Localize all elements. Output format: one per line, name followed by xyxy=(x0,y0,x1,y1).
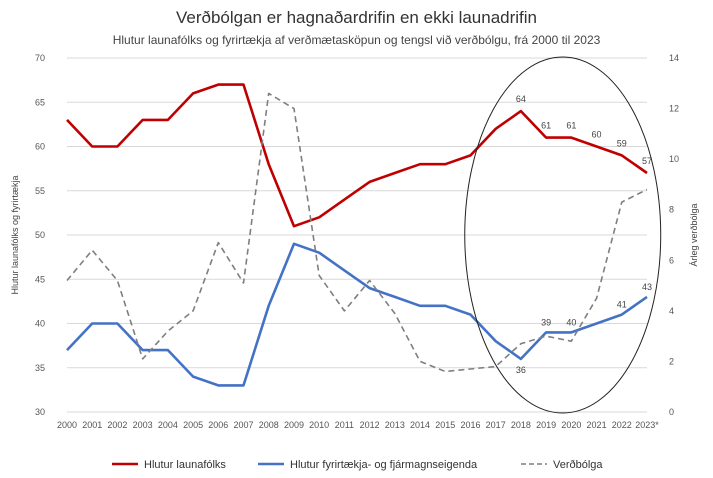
series-line-1 xyxy=(66,242,648,387)
x-tick-label: 2004 xyxy=(158,420,178,430)
x-tick-label: 2002 xyxy=(107,420,127,430)
y2-tick-label: 2 xyxy=(669,356,674,366)
series-line-0 xyxy=(66,83,648,228)
data-label: 61 xyxy=(566,121,576,131)
y-tick-label: 70 xyxy=(35,53,45,63)
y-axis-title: Hlutur launafólks og fyrirtækja xyxy=(10,175,20,294)
x-tick-label: 2015 xyxy=(435,420,455,430)
y-tick-label: 35 xyxy=(35,363,45,373)
x-tick-label: 2021 xyxy=(587,420,607,430)
y2-tick-label: 4 xyxy=(669,306,674,316)
x-tick-label: 2013 xyxy=(385,420,405,430)
legend-label-1: Hlutur fyrirtækja- og fjármagnseigenda xyxy=(290,459,478,471)
x-tick-label: 2003 xyxy=(133,420,153,430)
x-tick-label: 2010 xyxy=(309,420,329,430)
x-tick-label: 2009 xyxy=(284,420,304,430)
x-tick-label: 2018 xyxy=(511,420,531,430)
legend-label-2: Verðbólga xyxy=(553,459,603,471)
x-tick-label: 2019 xyxy=(536,420,556,430)
y2-tick-label: 8 xyxy=(669,205,674,215)
data-label: 60 xyxy=(592,130,602,140)
data-label: 43 xyxy=(642,282,652,292)
y-tick-label: 65 xyxy=(35,97,45,107)
y-tick-label: 40 xyxy=(35,319,45,329)
y2-tick-label: 6 xyxy=(669,255,674,265)
chart-title: Verðbólgan er hagnaðardrifin en ekki lau… xyxy=(175,8,538,27)
x-tick-label: 2023* xyxy=(635,420,659,430)
series-line-2 xyxy=(66,92,648,373)
x-tick-label: 2006 xyxy=(208,420,228,430)
x-tick-label: 2012 xyxy=(360,420,380,430)
highlight-ellipse xyxy=(464,56,662,414)
y-tick-label: 60 xyxy=(35,142,45,152)
chart-subtitle: Hlutur launafólks og fyrirtækja af verðm… xyxy=(112,33,601,47)
data-label: 61 xyxy=(541,121,551,131)
x-tick-label: 2001 xyxy=(82,420,102,430)
x-tick-label: 2020 xyxy=(561,420,581,430)
y-tick-label: 30 xyxy=(35,407,45,417)
legend-label-0: Hlutur launafólks xyxy=(144,459,226,471)
y2-axis-title: Árleg verðbólga xyxy=(689,203,699,266)
data-label: 39 xyxy=(541,317,551,327)
y-tick-label: 45 xyxy=(35,274,45,284)
y2-tick-label: 0 xyxy=(669,407,674,417)
data-label: 57 xyxy=(642,156,652,166)
data-label: 36 xyxy=(516,365,526,375)
data-label: 64 xyxy=(516,94,526,104)
x-tick-label: 2014 xyxy=(410,420,430,430)
y2-tick-label: 12 xyxy=(669,104,679,114)
x-tick-label: 2005 xyxy=(183,420,203,430)
x-tick-label: 2000 xyxy=(57,420,77,430)
x-tick-label: 2011 xyxy=(335,420,354,430)
x-tick-label: 2008 xyxy=(259,420,279,430)
data-label: 40 xyxy=(566,317,576,327)
y2-tick-label: 14 xyxy=(669,53,679,63)
x-tick-label: 2016 xyxy=(460,420,480,430)
y-tick-label: 55 xyxy=(35,186,45,196)
x-tick-label: 2017 xyxy=(486,420,506,430)
x-tick-label: 2022 xyxy=(612,420,632,430)
y2-tick-label: 10 xyxy=(669,154,679,164)
data-label: 59 xyxy=(617,138,627,148)
x-tick-label: 2007 xyxy=(234,420,254,430)
data-label: 41 xyxy=(617,300,627,310)
y-tick-label: 50 xyxy=(35,230,45,240)
